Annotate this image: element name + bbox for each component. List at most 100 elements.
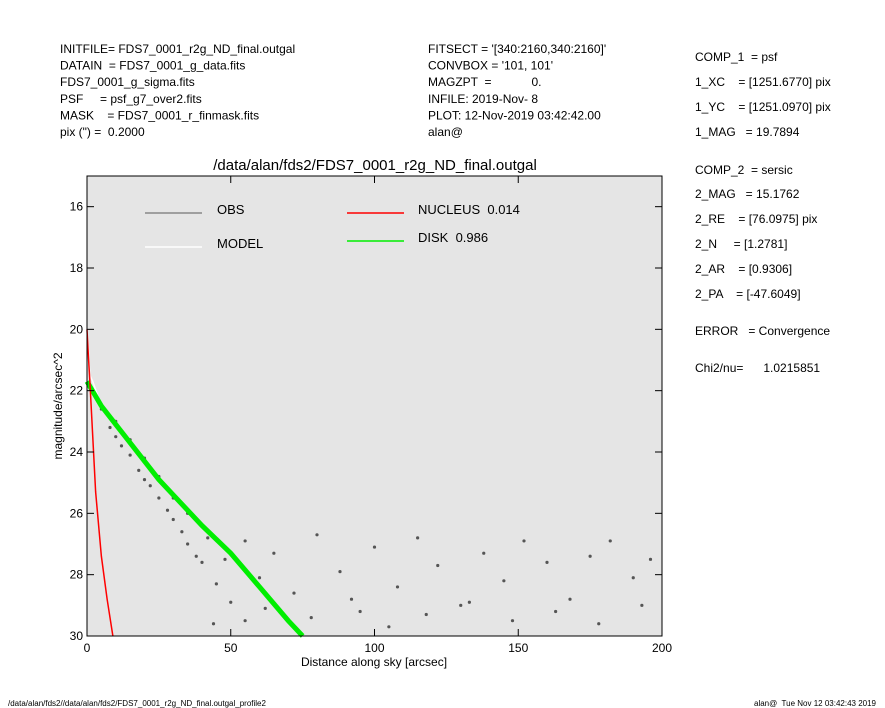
obs-point: [387, 625, 391, 629]
obs-point: [482, 551, 486, 555]
header-text: DATAIN = FDS7_0001_g_data.fits: [60, 59, 245, 73]
obs-point: [459, 603, 463, 607]
legend-label: OBS: [217, 202, 245, 217]
obs-point: [416, 536, 420, 540]
obs-point: [148, 484, 152, 488]
chart-title: /data/alan/fds2/FDS7_0001_r2g_ND_final.o…: [213, 157, 537, 174]
x-axis-label: Distance along sky [arcsec]: [301, 655, 447, 669]
obs-point: [309, 616, 313, 620]
obs-point: [214, 582, 218, 586]
header-text: CONVBOX = '101, 101': [428, 59, 553, 73]
y-tick-label: 22: [70, 384, 84, 398]
param-text: COMP_2 = sersic: [695, 163, 793, 177]
obs-point: [424, 612, 428, 617]
obs-point: [272, 551, 276, 555]
obs-point: [243, 539, 247, 543]
param-text: ERROR = Convergence: [695, 324, 830, 338]
obs-point: [510, 619, 515, 623]
obs-point: [194, 554, 198, 558]
legend-label: DISK 0.986: [418, 230, 488, 245]
y-axis-label: magnitude/arcsec^2: [51, 352, 65, 459]
param-text: 2_PA = [-47.6049]: [695, 287, 801, 301]
y-tick-label: 26: [70, 506, 84, 520]
obs-point: [257, 576, 262, 580]
obs-point: [502, 579, 506, 583]
obs-point: [157, 496, 161, 500]
obs-point: [206, 536, 210, 540]
obs-point: [137, 468, 141, 472]
obs-point: [200, 560, 204, 565]
obs-point: [315, 533, 319, 537]
obs-point: [229, 600, 233, 604]
obs-point: [648, 557, 653, 561]
obs-point: [588, 554, 592, 558]
obs-point: [142, 478, 147, 482]
header-text: PLOT: 12-Nov-2019 03:42:42.00: [428, 108, 601, 122]
profile-line: [84, 380, 305, 638]
obs-point: [292, 591, 296, 595]
param-text: Chi2/nu= 1.0215851: [695, 361, 820, 375]
param-text: 1_MAG = 19.7894: [695, 125, 800, 139]
param-text: 2_MAG = 15.1762: [695, 187, 800, 201]
footer-right: alan@ Tue Nov 12 03:42:43 2019: [754, 699, 877, 708]
obs-point: [395, 585, 400, 589]
header-text: alan@: [428, 125, 463, 139]
obs-point: [171, 517, 175, 522]
header-text: INITFILE= FDS7_0001_r2g_ND_final.outgal: [60, 42, 295, 56]
obs-point: [436, 563, 440, 568]
obs-point: [554, 609, 558, 614]
obs-point: [467, 600, 471, 604]
param-text: 2_RE = [76.0975] pix: [695, 212, 817, 226]
x-tick-label: 200: [652, 641, 672, 655]
y-tick-label: 18: [70, 261, 84, 275]
obs-point: [223, 557, 227, 561]
param-text: 2_N = [1.2781]: [695, 237, 787, 251]
footer-left: /data/alan/fds2//data/alan/fds2/FDS7_000…: [8, 699, 267, 708]
obs-point: [545, 560, 549, 565]
obs-point: [108, 425, 112, 430]
obs-point: [243, 619, 247, 623]
y-tick-label: 24: [70, 445, 84, 459]
obs-point: [128, 453, 132, 457]
header-text: MASK = FDS7_0001_r_finmask.fits: [60, 108, 259, 122]
obs-point: [211, 622, 216, 626]
obs-point: [597, 622, 601, 626]
param-text: COMP_1 = psf: [695, 50, 778, 64]
plot-background: [87, 176, 662, 636]
obs-point: [180, 530, 184, 534]
obs-point: [338, 570, 342, 574]
x-tick-label: 100: [364, 641, 384, 655]
profile-line: [86, 329, 114, 637]
header-text: INFILE: 2019-Nov- 8: [428, 92, 538, 106]
param-text: 1_YC = [1251.0970] pix: [695, 100, 831, 114]
obs-point: [263, 606, 267, 611]
header-text: PSF = psf_g7_over2.fits: [60, 92, 202, 106]
obs-point: [349, 597, 354, 601]
obs-point: [358, 609, 362, 614]
header-text: FITSECT = '[340:2160,340:2160]': [428, 42, 606, 56]
obs-point: [608, 539, 612, 543]
obs-point: [522, 539, 526, 543]
obs-point: [114, 435, 118, 439]
y-tick-label: 28: [70, 568, 84, 582]
header-text: pix (") = 0.2000: [60, 125, 145, 139]
param-text: 2_AR = [0.9306]: [695, 262, 792, 276]
y-tick-label: 20: [70, 322, 84, 336]
x-tick-label: 0: [84, 641, 91, 655]
x-tick-label: 50: [224, 641, 238, 655]
y-tick-label: 30: [70, 629, 84, 643]
legend-label: MODEL: [217, 236, 263, 251]
obs-point: [568, 597, 572, 601]
header-text: MAGZPT = 0.: [428, 75, 541, 89]
legend-label: NUCLEUS 0.014: [418, 202, 520, 217]
obs-point: [631, 576, 635, 580]
obs-point: [165, 508, 170, 512]
obs-point: [186, 542, 190, 546]
obs-point: [640, 603, 644, 607]
y-tick-label: 16: [70, 200, 84, 214]
obs-point: [372, 545, 377, 549]
x-tick-label: 150: [508, 641, 528, 655]
param-text: 1_XC = [1251.6770] pix: [695, 75, 831, 89]
obs-point: [119, 444, 124, 448]
